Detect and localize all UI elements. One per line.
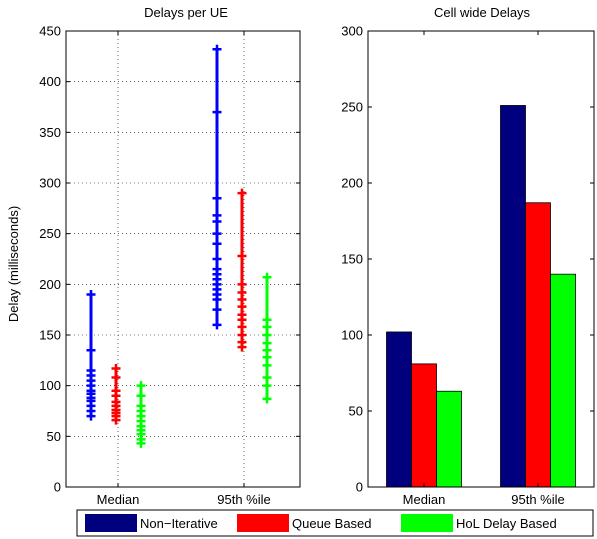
y-ticks: 0 50 100 150 200 250 300 <box>341 24 594 495</box>
data-point <box>212 210 222 220</box>
data-point <box>212 264 222 274</box>
plot-frame <box>65 30 301 488</box>
data-point <box>237 287 247 297</box>
y-tick-label: 250 <box>341 100 363 115</box>
series-1 <box>86 44 222 421</box>
chart-title: Cell wide Delays <box>434 5 531 20</box>
data-point <box>212 320 222 330</box>
y-tick-label: 0 <box>356 480 363 495</box>
y-tick-label: 200 <box>39 277 61 292</box>
plot-bars <box>386 105 576 488</box>
data-point <box>111 373 121 383</box>
data-point <box>262 272 272 282</box>
bar <box>411 363 437 488</box>
bar <box>500 105 526 488</box>
delays-per-ue-chart: Delays per UE Delay (milliseconds) 0 50 10… <box>6 5 301 507</box>
data-point <box>86 289 96 299</box>
x-tick-label: Median <box>403 492 446 507</box>
y-tick-label: 150 <box>341 252 363 267</box>
legend-label-non-iterative: Non−Iterative <box>140 516 218 531</box>
data-point <box>212 107 222 117</box>
data-point <box>86 365 96 375</box>
data-point <box>111 386 121 396</box>
cell-wide-delays-chart: Cell wide Delays 0 50 100 150 200 250 300 Medi… <box>341 5 595 507</box>
y-axis-label: Delay (milliseconds) <box>6 206 21 322</box>
x-ticks: Median 95th %ile <box>403 31 565 507</box>
y-tick-label: 300 <box>341 24 363 39</box>
y-tick-label: 100 <box>341 328 363 343</box>
y-tick-label: 450 <box>39 24 61 39</box>
y-tick-label: 50 <box>349 404 363 419</box>
data-point <box>212 239 222 249</box>
y-tick-label: 0 <box>54 480 61 495</box>
legend-label-hol-delay-based: HoL Delay Based <box>456 516 557 531</box>
legend-swatch-hol-delay-based <box>401 514 453 532</box>
data-point <box>136 391 146 401</box>
data-point <box>262 381 272 391</box>
data-point <box>237 251 247 261</box>
data-point <box>262 360 272 370</box>
legend-swatch-queue-based <box>237 514 289 532</box>
x-tick-label: 95th %ile <box>217 492 270 507</box>
data-point <box>237 330 247 340</box>
bar <box>436 390 462 488</box>
bar <box>386 331 412 488</box>
data-point <box>262 338 272 348</box>
y-tick-label: 350 <box>39 125 61 140</box>
data-point <box>237 279 247 289</box>
y-tick-label: 250 <box>39 226 61 241</box>
x-tick-label: 95th %ile <box>511 492 564 507</box>
bar <box>550 273 576 488</box>
data-point <box>262 373 272 383</box>
data-point <box>262 315 272 325</box>
y-tick-label: 100 <box>39 378 61 393</box>
x-ticks: Median 95th %ile <box>97 31 271 507</box>
data-point <box>262 394 272 404</box>
y-tick-label: 400 <box>39 74 61 89</box>
series-3 <box>136 272 272 448</box>
data-point <box>237 310 247 320</box>
data-point <box>136 401 146 411</box>
chart-title: Delays per UE <box>144 5 228 20</box>
data-point <box>212 193 222 203</box>
y-tick-label: 150 <box>39 328 61 343</box>
y-tick-label: 50 <box>47 429 61 444</box>
legend-swatch-non-iterative <box>85 514 137 532</box>
grid <box>66 31 300 487</box>
legend-box <box>76 509 594 537</box>
data-point <box>262 330 272 340</box>
data-point <box>136 381 146 391</box>
x-tick-label: Median <box>97 492 140 507</box>
legend: Non−Iterative Queue Based HoL Delay Base… <box>76 509 594 537</box>
y-tick-label: 300 <box>39 176 61 191</box>
plot-marks <box>86 44 272 448</box>
data-point <box>212 305 222 315</box>
legend-label-queue-based: Queue Based <box>292 516 372 531</box>
data-point <box>212 229 222 239</box>
y-tick-label: 200 <box>341 176 363 191</box>
data-point <box>111 363 121 373</box>
data-point <box>237 188 247 198</box>
data-point <box>86 345 96 355</box>
data-point <box>212 44 222 54</box>
data-point <box>212 254 222 264</box>
series-2 <box>111 188 247 425</box>
y-ticks: 0 50 100 150 200 250 300 350 400 450 <box>39 24 300 495</box>
bar <box>525 202 551 488</box>
